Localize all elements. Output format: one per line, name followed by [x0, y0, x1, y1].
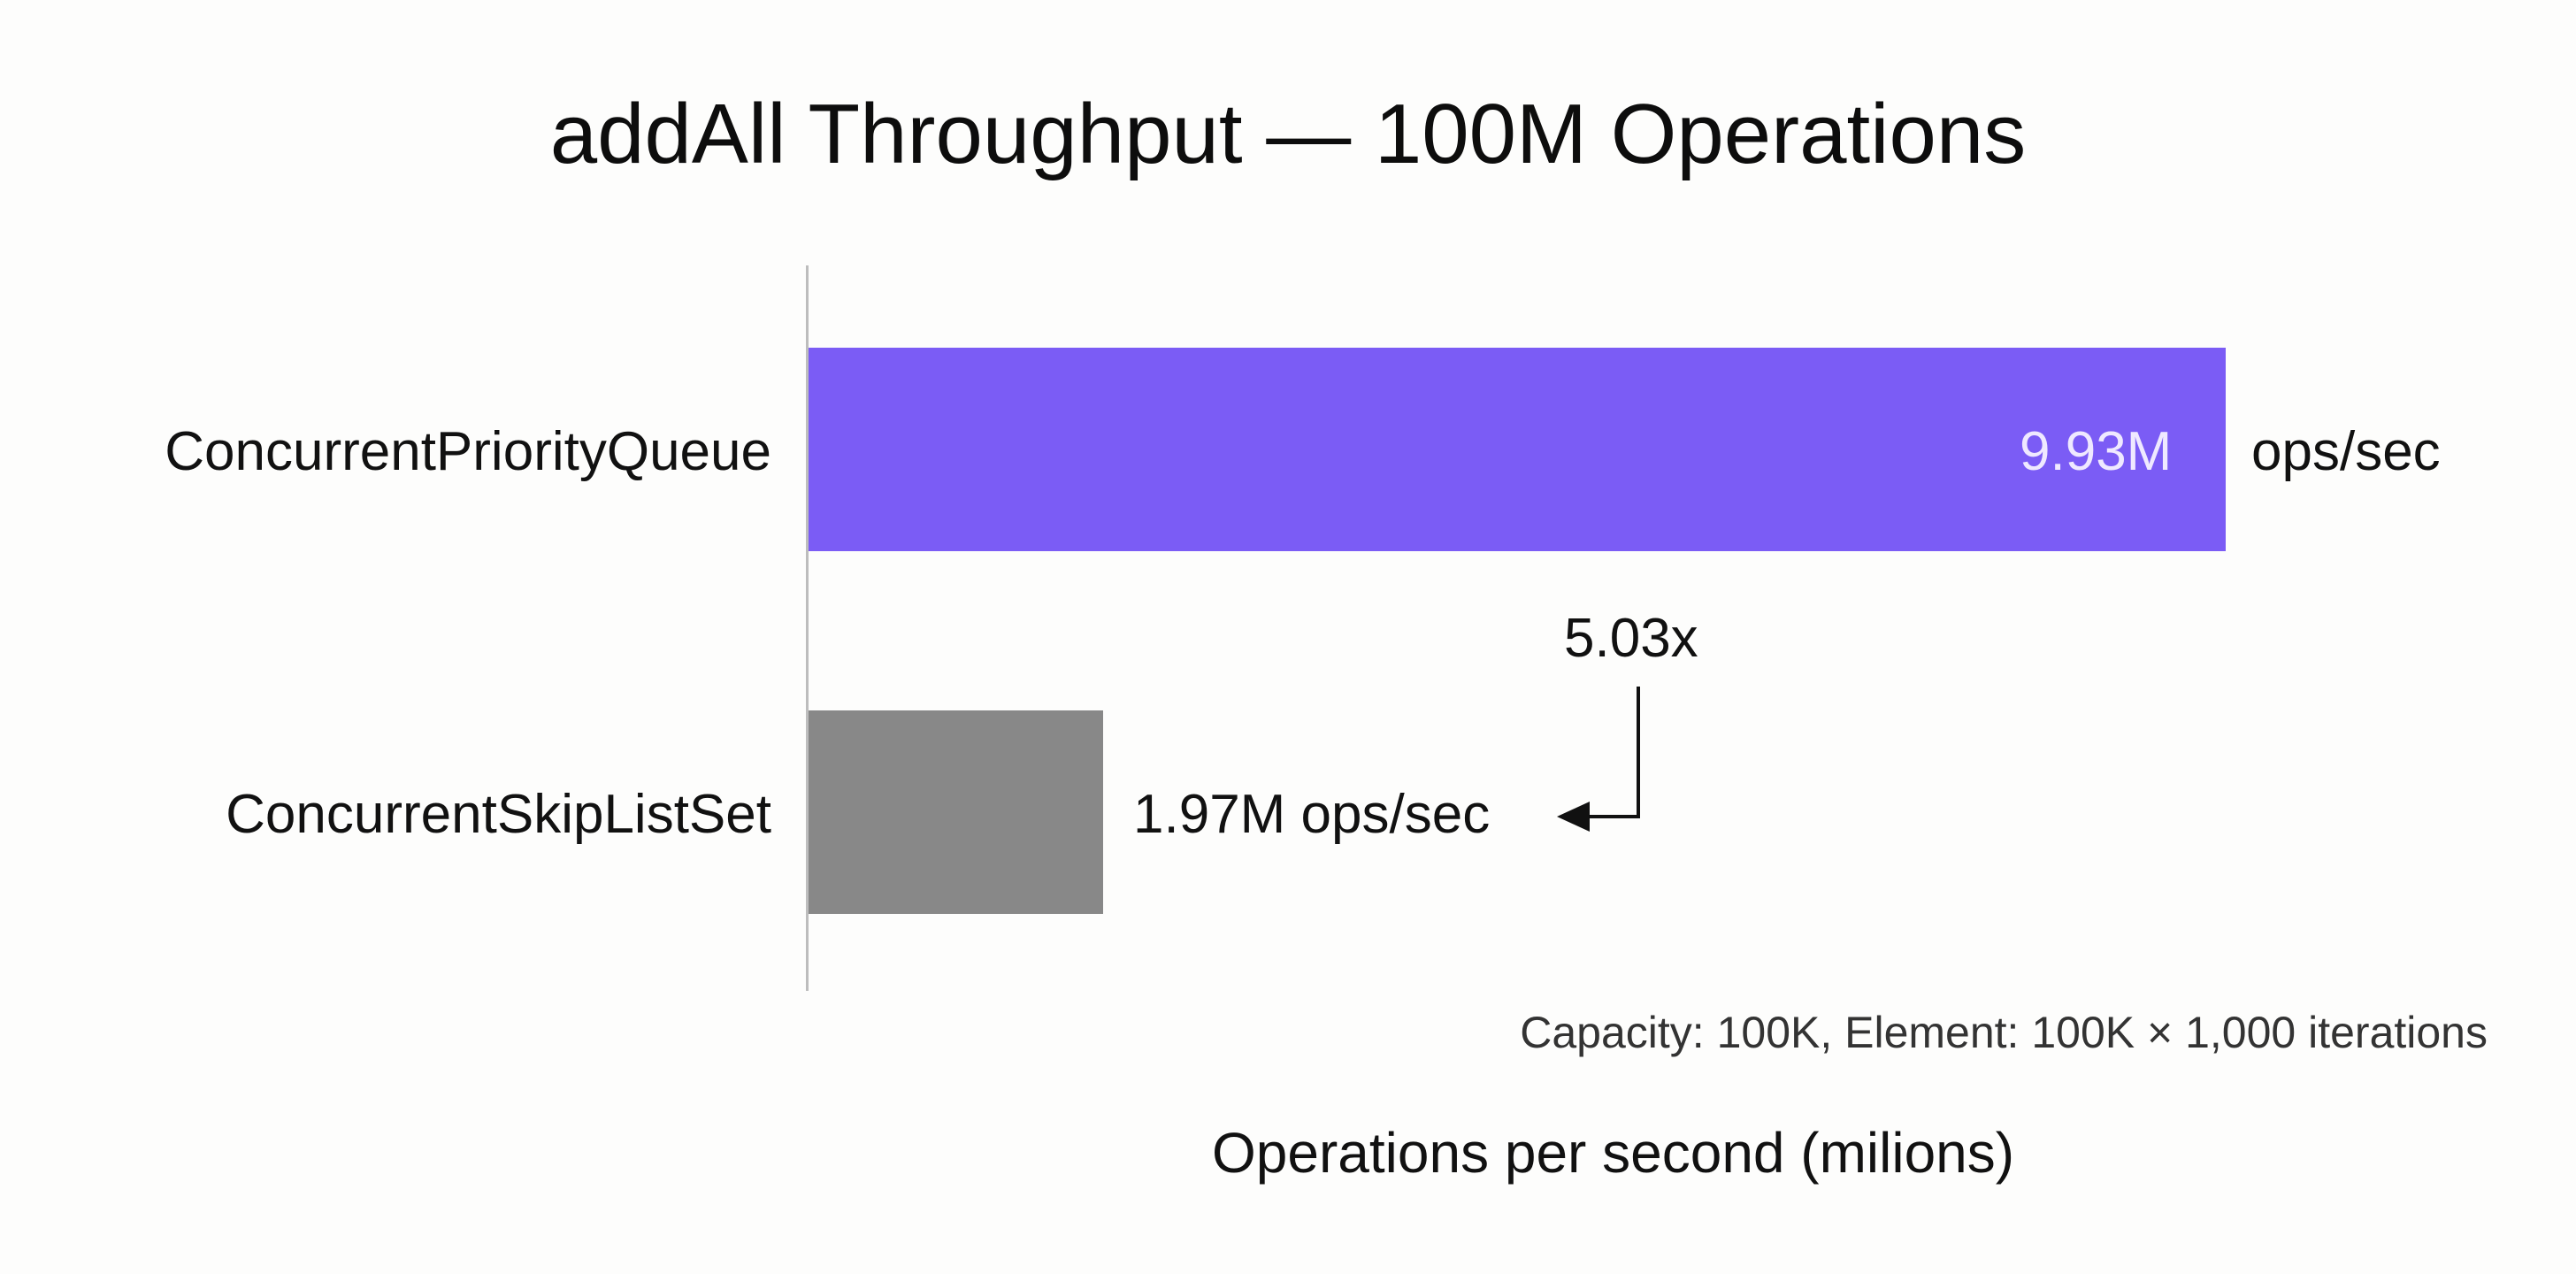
chart-title: addAll Throughput — 100M Operations	[549, 87, 2027, 181]
y-axis-line	[806, 265, 809, 991]
x-axis-label: Operations per second (milions)	[1212, 1121, 2015, 1185]
bar-concurrent-skip-list-set	[809, 710, 1103, 914]
bar-value-concurrent-skip-list-set: 1.97M ops/sec	[1133, 784, 1491, 845]
chart-footnote: Capacity: 100K, Element: 100K × 1,000 it…	[1520, 1008, 2488, 1057]
category-label-concurrent-priority-queue: ConcurrentPriorityQueue	[165, 421, 771, 482]
category-label-concurrent-skip-list-set: ConcurrentSkipListSet	[226, 784, 771, 845]
bar-value-concurrent-priority-queue: 9.93M	[2020, 421, 2173, 482]
bar-unit-concurrent-priority-queue: ops/sec	[2251, 421, 2441, 482]
bar-concurrent-priority-queue	[809, 348, 2226, 551]
speedup-ratio-annotation: 5.03x	[1564, 608, 1698, 669]
